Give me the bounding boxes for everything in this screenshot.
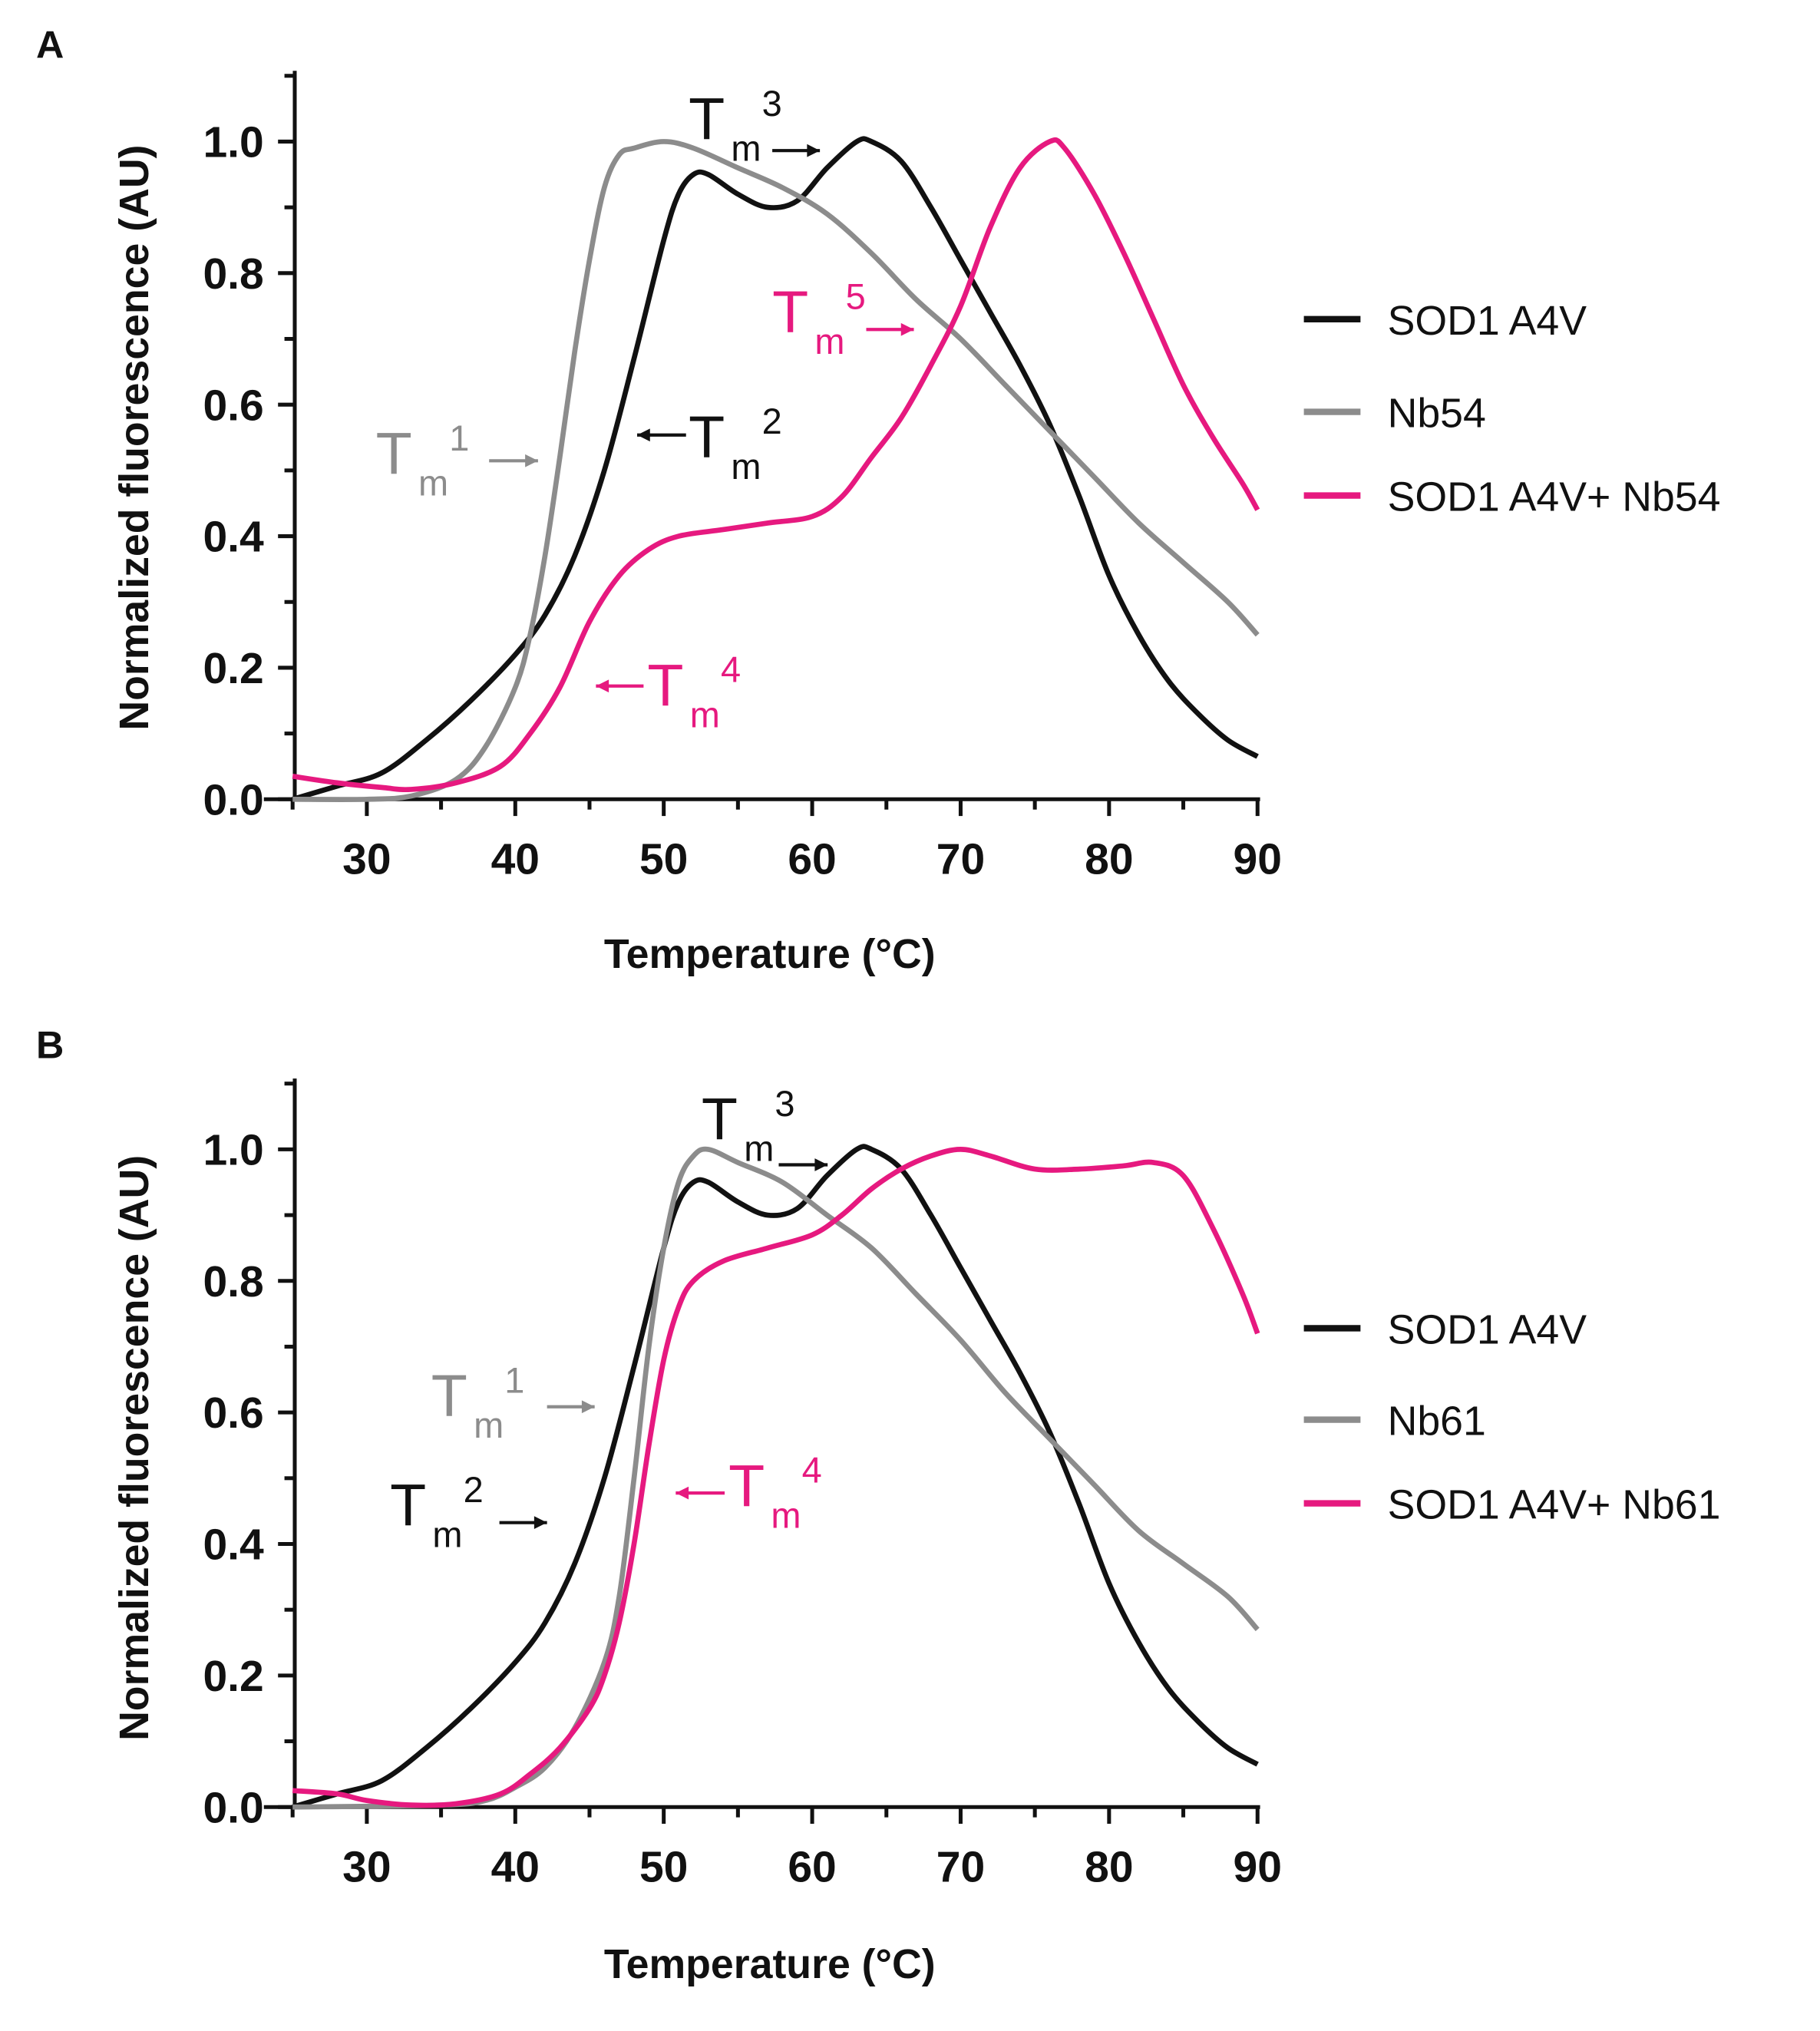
annotation-subscript: m (731, 446, 761, 487)
annotation-superscript: 2 (464, 1469, 484, 1510)
arrowhead-icon (581, 1400, 595, 1414)
panel-B: B 30 40 50 60 70 80 90 0.0 0.2 0.4 0.6 0.8 1.0 Tempera… (36, 1022, 1721, 1987)
arrowhead-icon (533, 1516, 547, 1530)
annotation-label: T (689, 86, 725, 152)
x-tick-label: 60 (788, 835, 836, 884)
y-tick-label: 1.0 (203, 1126, 263, 1175)
legend-label: SOD1 A4V (1388, 298, 1587, 344)
annotation-label: T (702, 1086, 738, 1152)
arrowhead-icon (675, 1486, 689, 1500)
legend-label: SOD1 A4V (1388, 1307, 1587, 1353)
annotation-label: T (728, 1453, 765, 1519)
y-tick-label: 1.0 (203, 118, 263, 167)
x-tick-label: 60 (788, 1842, 836, 1891)
x-tick-label: 30 (342, 835, 391, 884)
arrowhead-icon (814, 1158, 828, 1171)
annotation-superscript: 3 (775, 1083, 794, 1124)
x-tick-label: 80 (1085, 1842, 1133, 1891)
y-tick-label: 0.8 (203, 249, 263, 299)
annotation-superscript: 1 (449, 418, 469, 458)
y-tick-label: 0.6 (203, 381, 263, 430)
y-tick-label: 0.0 (203, 775, 263, 824)
annotation-subscript: m (418, 463, 448, 504)
annotation-subscript: m (814, 321, 844, 362)
y-tick-label: 0.8 (203, 1257, 263, 1306)
x-tick-label: 50 (639, 835, 688, 884)
annotation-subscript: m (474, 1405, 504, 1445)
arrowhead-icon (525, 454, 538, 467)
panel-label: A (36, 22, 64, 66)
annotation-label: T (376, 421, 412, 487)
x-tick-label: 70 (936, 1842, 985, 1891)
x-tick-label: 40 (491, 835, 540, 884)
y-tick-label: 0.2 (203, 1652, 263, 1701)
arrowhead-icon (807, 144, 821, 157)
y-tick-label: 0.6 (203, 1389, 263, 1438)
y-tick-label: 0.4 (203, 513, 264, 562)
y-axis-label: Normalized fluorescence (AU) (111, 145, 157, 731)
panel-label: B (36, 1022, 64, 1066)
annotation-label: T (390, 1472, 426, 1538)
arrowhead-icon (637, 428, 650, 442)
series-line-sod1-a4v (292, 1144, 1259, 1810)
series-line-sod1-a4v-nb54 (292, 137, 1260, 793)
x-axis-label: Temperature (°C) (604, 1941, 936, 1987)
arrowhead-icon (596, 679, 609, 693)
annotation-label: T (431, 1362, 467, 1428)
y-tick-label: 0.2 (203, 644, 263, 693)
series-line-nb54 (292, 139, 1260, 802)
legend-label: SOD1 A4V+ Nb61 (1388, 1482, 1721, 1528)
panel-A: A 30 40 50 60 70 80 90 0.0 0.2 0.4 0.6 0.8 1.0 Tempera… (36, 22, 1721, 977)
annotation-subscript: m (744, 1128, 774, 1168)
annotation-label: T (647, 652, 683, 718)
x-tick-label: 80 (1085, 835, 1133, 884)
x-tick-label: 90 (1234, 835, 1282, 884)
x-axis-label: Temperature (°C) (604, 931, 936, 977)
annotation-label: T (772, 279, 808, 345)
legend-label: Nb54 (1388, 391, 1486, 437)
annotation-subscript: m (432, 1514, 462, 1555)
annotation-superscript: 4 (802, 1450, 822, 1491)
x-tick-label: 40 (491, 1842, 540, 1891)
annotation-superscript: 2 (762, 401, 782, 441)
arrowhead-icon (900, 322, 914, 336)
x-tick-label: 90 (1234, 1842, 1282, 1891)
annotation-superscript: 4 (721, 649, 741, 690)
x-tick-label: 30 (342, 1842, 391, 1891)
annotation-subscript: m (731, 128, 761, 169)
annotation-subscript: m (690, 694, 720, 735)
y-axis-label: Normalized fluorescence (AU) (111, 1155, 157, 1741)
x-tick-label: 50 (639, 1842, 688, 1891)
annotation-label: T (689, 404, 725, 470)
annotation-superscript: 1 (504, 1359, 524, 1400)
legend-label: Nb61 (1388, 1399, 1486, 1445)
y-tick-label: 0.4 (203, 1521, 264, 1570)
series-line-sod1-a4v-nb61 (292, 1147, 1260, 1808)
legend-label: SOD1 A4V+ Nb54 (1388, 474, 1721, 520)
annotation-superscript: 3 (762, 83, 782, 124)
x-tick-label: 70 (936, 835, 985, 884)
y-tick-label: 0.0 (203, 1783, 263, 1832)
annotation-subscript: m (771, 1494, 801, 1535)
annotation-superscript: 5 (846, 276, 866, 316)
